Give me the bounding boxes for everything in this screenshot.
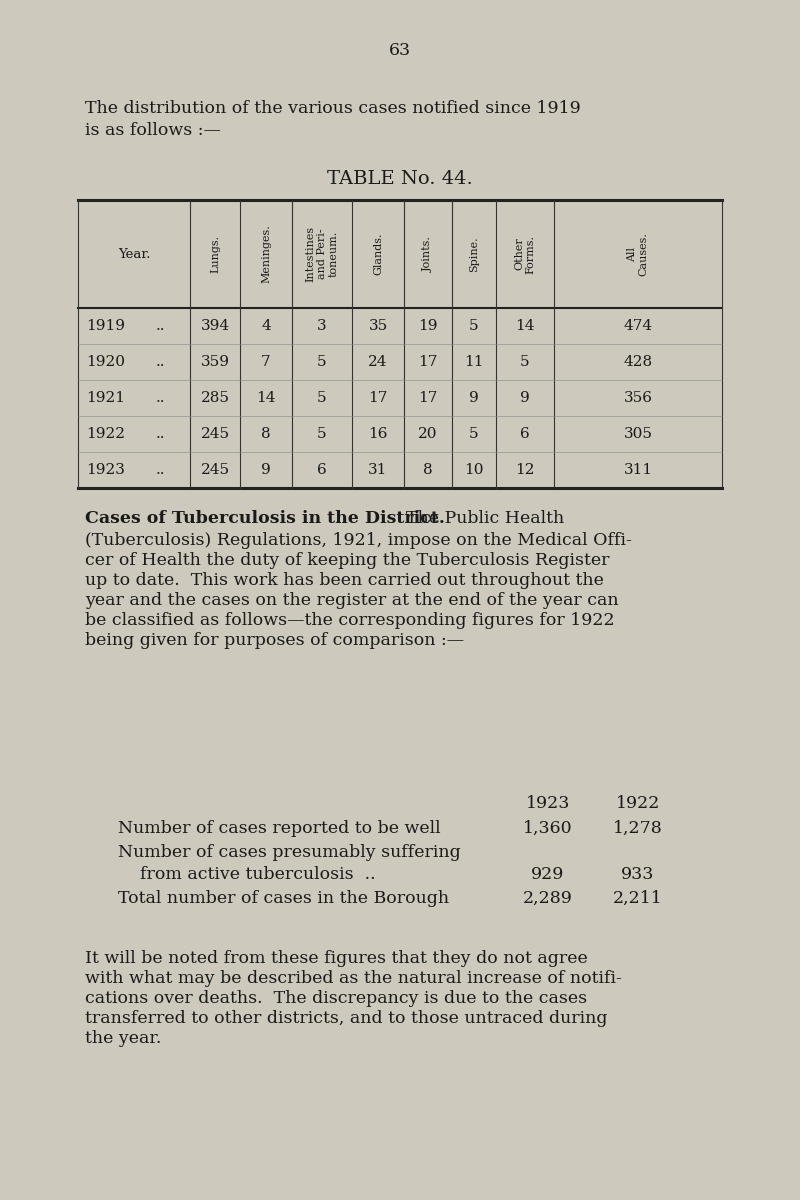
Text: TABLE No. 44.: TABLE No. 44. bbox=[327, 170, 473, 188]
Text: 19: 19 bbox=[418, 319, 438, 332]
Text: 11: 11 bbox=[464, 355, 484, 370]
Text: 1920: 1920 bbox=[86, 355, 125, 370]
Text: Intestines
and Peri-
toneum.: Intestines and Peri- toneum. bbox=[306, 226, 338, 282]
Text: 1922: 1922 bbox=[616, 794, 660, 812]
Text: 8: 8 bbox=[261, 427, 271, 440]
Text: 311: 311 bbox=[623, 463, 653, 476]
Text: 17: 17 bbox=[368, 391, 388, 404]
Text: transferred to other districts, and to those untraced during: transferred to other districts, and to t… bbox=[85, 1010, 607, 1027]
Text: Spine.: Spine. bbox=[469, 236, 479, 272]
Text: 933: 933 bbox=[622, 866, 654, 883]
Text: 5: 5 bbox=[317, 391, 327, 404]
Text: 17: 17 bbox=[418, 391, 438, 404]
Text: 4: 4 bbox=[261, 319, 271, 332]
Text: 1922: 1922 bbox=[86, 427, 125, 440]
Text: 5: 5 bbox=[469, 319, 479, 332]
Text: 12: 12 bbox=[515, 463, 534, 476]
Text: from active tuberculosis  ..: from active tuberculosis .. bbox=[118, 866, 376, 883]
Text: year and the cases on the register at the end of the year can: year and the cases on the register at th… bbox=[85, 592, 618, 608]
Text: 1923: 1923 bbox=[86, 463, 125, 476]
Text: 2,289: 2,289 bbox=[523, 890, 573, 907]
Text: 285: 285 bbox=[201, 391, 230, 404]
Text: 1921: 1921 bbox=[86, 391, 125, 404]
Text: 1923: 1923 bbox=[526, 794, 570, 812]
Text: Other
Forms.: Other Forms. bbox=[514, 234, 536, 274]
Text: 356: 356 bbox=[623, 391, 653, 404]
Text: ..: .. bbox=[155, 463, 165, 476]
Text: the year.: the year. bbox=[85, 1030, 162, 1046]
Text: with what may be described as the natural increase of notifi-: with what may be described as the natura… bbox=[85, 970, 622, 986]
Text: 5: 5 bbox=[520, 355, 530, 370]
Text: being given for purposes of comparison :—: being given for purposes of comparison :… bbox=[85, 632, 464, 649]
Text: 5: 5 bbox=[317, 355, 327, 370]
Text: 8: 8 bbox=[423, 463, 433, 476]
Text: 2,211: 2,211 bbox=[613, 890, 663, 907]
Text: 35: 35 bbox=[368, 319, 388, 332]
Text: It will be noted from these figures that they do not agree: It will be noted from these figures that… bbox=[85, 950, 588, 967]
Text: Number of cases reported to be well: Number of cases reported to be well bbox=[118, 820, 441, 838]
Text: ..: .. bbox=[155, 319, 165, 332]
Text: 929: 929 bbox=[531, 866, 565, 883]
Text: Year.: Year. bbox=[118, 247, 150, 260]
Text: 6: 6 bbox=[520, 427, 530, 440]
Text: 5: 5 bbox=[469, 427, 479, 440]
Text: 20: 20 bbox=[418, 427, 438, 440]
Text: 7: 7 bbox=[261, 355, 271, 370]
Text: 9: 9 bbox=[261, 463, 271, 476]
Text: ..: .. bbox=[155, 427, 165, 440]
Text: 1,278: 1,278 bbox=[613, 820, 663, 838]
Text: ..: .. bbox=[155, 391, 165, 404]
Text: (Tuberculosis) Regulations, 1921, impose on the Medical Offi-: (Tuberculosis) Regulations, 1921, impose… bbox=[85, 532, 632, 550]
Text: cer of Health the duty of keeping the Tuberculosis Register: cer of Health the duty of keeping the Tu… bbox=[85, 552, 610, 569]
Text: is as follows :—: is as follows :— bbox=[85, 122, 221, 139]
Text: 31: 31 bbox=[368, 463, 388, 476]
Text: 17: 17 bbox=[418, 355, 438, 370]
Text: 1,360: 1,360 bbox=[523, 820, 573, 838]
Text: 394: 394 bbox=[201, 319, 230, 332]
Text: Total number of cases in the Borough: Total number of cases in the Borough bbox=[118, 890, 449, 907]
Text: All
Causes.: All Causes. bbox=[627, 232, 649, 276]
Text: 6: 6 bbox=[317, 463, 327, 476]
Text: Meninges.: Meninges. bbox=[261, 224, 271, 283]
Text: 305: 305 bbox=[623, 427, 653, 440]
Text: ..: .. bbox=[155, 355, 165, 370]
Text: 1919: 1919 bbox=[86, 319, 125, 332]
Text: 14: 14 bbox=[515, 319, 534, 332]
Text: 24: 24 bbox=[368, 355, 388, 370]
Text: 245: 245 bbox=[201, 427, 230, 440]
Text: 16: 16 bbox=[368, 427, 388, 440]
Text: up to date.  This work has been carried out throughout the: up to date. This work has been carried o… bbox=[85, 572, 604, 589]
Text: Joints.: Joints. bbox=[423, 236, 433, 272]
Text: The distribution of the various cases notified since 1919: The distribution of the various cases no… bbox=[85, 100, 581, 116]
Text: 428: 428 bbox=[623, 355, 653, 370]
Text: 474: 474 bbox=[623, 319, 653, 332]
Text: 5: 5 bbox=[317, 427, 327, 440]
Text: cations over deaths.  The discrepancy is due to the cases: cations over deaths. The discrepancy is … bbox=[85, 990, 587, 1007]
Text: 10: 10 bbox=[464, 463, 484, 476]
Text: Lungs.: Lungs. bbox=[210, 235, 220, 274]
Text: be classified as follows—the corresponding figures for 1922: be classified as follows—the correspondi… bbox=[85, 612, 614, 629]
Text: Number of cases presumably suffering: Number of cases presumably suffering bbox=[118, 844, 461, 862]
Text: Glands.: Glands. bbox=[373, 233, 383, 275]
Text: Cases of Tuberculosis in the District.: Cases of Tuberculosis in the District. bbox=[85, 510, 445, 527]
Text: 9: 9 bbox=[520, 391, 530, 404]
Text: 245: 245 bbox=[201, 463, 230, 476]
Text: 359: 359 bbox=[201, 355, 230, 370]
Text: 14: 14 bbox=[256, 391, 276, 404]
Text: 3: 3 bbox=[317, 319, 327, 332]
Text: 9: 9 bbox=[469, 391, 479, 404]
Text: 63: 63 bbox=[389, 42, 411, 59]
Text: The Public Health: The Public Health bbox=[395, 510, 564, 527]
